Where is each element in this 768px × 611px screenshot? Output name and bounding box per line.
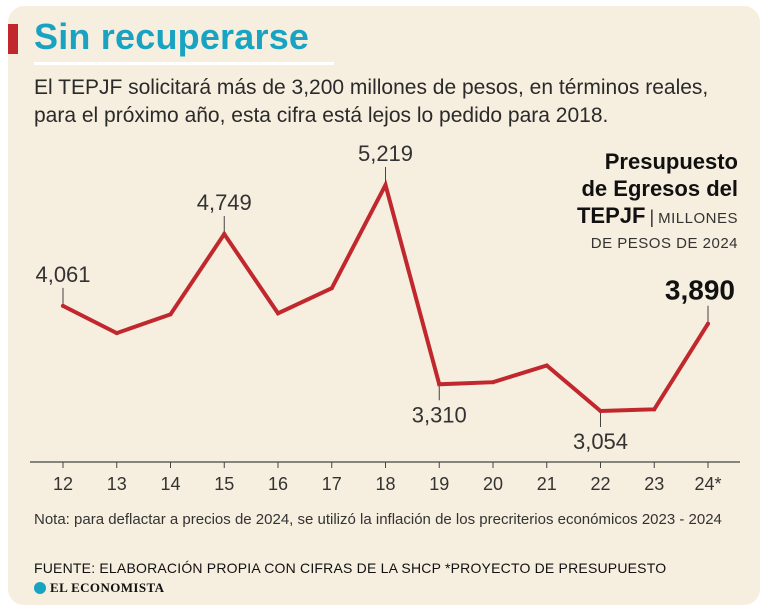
chart-subtitle: El TEPJF solicitará más de 3,200 millone… xyxy=(34,76,709,127)
data-point xyxy=(329,286,334,291)
data-point xyxy=(544,363,549,368)
data-point xyxy=(598,409,603,413)
x-tick-label: 24* xyxy=(694,474,721,494)
x-tick-label: 17 xyxy=(322,474,342,494)
series-line xyxy=(61,179,710,414)
legend-unit-part1: MILLONES xyxy=(658,210,738,227)
series-legend: Presupuesto de Egresos del TEPJF | MILLONE… xyxy=(538,148,738,256)
legend-line-2: de Egresos del xyxy=(581,176,738,201)
brand-name: EL ECONOMISTA xyxy=(50,580,165,595)
legend-line-3: TEPJF | MILLONES xyxy=(538,202,738,232)
footnote: Nota: para deflactar a precios de 2024, … xyxy=(34,511,722,528)
data-point xyxy=(114,331,119,336)
data-label: 3,054 xyxy=(573,429,628,454)
legend-entity: TEPJF xyxy=(576,203,646,228)
data-point xyxy=(168,312,173,317)
x-tick-label: 22 xyxy=(590,474,610,494)
data-point xyxy=(652,407,657,412)
x-tick-label: 20 xyxy=(483,474,503,494)
data-point xyxy=(383,183,388,187)
globe-icon xyxy=(34,582,46,594)
x-tick-label: 21 xyxy=(537,474,557,494)
x-tick-label: 19 xyxy=(429,474,449,494)
data-point xyxy=(491,380,495,385)
x-tick-label: 12 xyxy=(53,474,73,494)
x-tick-label: 16 xyxy=(268,474,288,494)
x-tick-label: 18 xyxy=(375,474,395,494)
brand-logo: EL ECONOMISTA xyxy=(34,580,164,596)
data-point xyxy=(61,303,65,308)
chart-title: Sin recuperarse xyxy=(34,16,310,57)
data-label: 3,890 xyxy=(665,275,735,306)
data-label: 3,310 xyxy=(412,402,467,427)
title-accent-bar xyxy=(8,24,18,54)
legend-separator: | xyxy=(649,207,655,227)
source-text: FUENTE: ELABORACIÓN PROPIA CON CIFRAS DE… xyxy=(34,560,667,576)
x-tick-label: 14 xyxy=(160,474,180,494)
x-tick-label: 13 xyxy=(107,474,127,494)
data-point xyxy=(706,321,710,326)
data-point xyxy=(276,311,280,316)
x-tick-label: 15 xyxy=(214,474,234,494)
data-point xyxy=(222,232,227,237)
data-label: 4,061 xyxy=(35,262,90,287)
legend-line-1: Presupuesto xyxy=(604,149,738,174)
data-label: 4,749 xyxy=(197,190,252,215)
infographic-card: Sin recuperarse El TEPJF solicitará más … xyxy=(8,6,760,605)
data-label: 5,219 xyxy=(358,141,413,166)
title-underline xyxy=(34,62,334,65)
x-tick-label: 23 xyxy=(644,474,664,494)
data-point xyxy=(437,382,442,387)
legend-unit-part2: DE PESOS DE 2024 xyxy=(590,235,738,252)
